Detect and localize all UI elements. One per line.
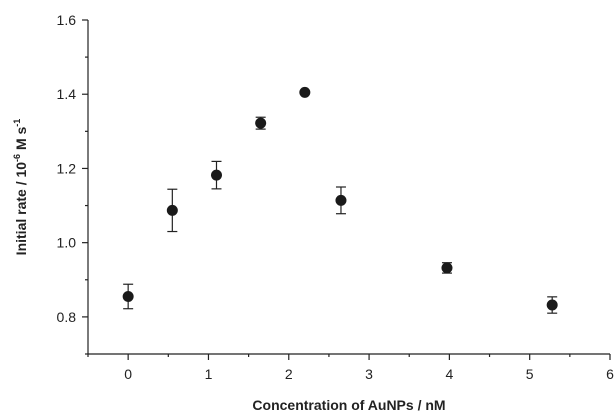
y-tick-label: 1.4 — [57, 86, 77, 102]
x-tick-label: 1 — [205, 366, 213, 382]
y-axis-title: Initial rate / 10-6 M s-1 — [12, 119, 29, 256]
y-axis-title-unit: M s — [13, 126, 29, 153]
x-tick-label: 2 — [285, 366, 293, 382]
y-tick-label: 1.6 — [57, 12, 77, 28]
data-point — [299, 86, 311, 98]
data-point — [166, 204, 178, 216]
data-point — [335, 194, 347, 206]
data-point-group — [122, 283, 134, 310]
data-point-group — [255, 116, 267, 130]
axes — [87, 20, 610, 355]
data-point — [441, 262, 453, 274]
y-axis-title-exp2: -1 — [12, 119, 22, 127]
x-tick-label: 4 — [445, 366, 453, 382]
x-tick-label: 3 — [365, 366, 373, 382]
x-tick-label: 6 — [606, 366, 614, 382]
data-point-group — [166, 188, 178, 233]
data-point-group — [210, 160, 222, 190]
data-point-group — [546, 296, 558, 314]
data-point — [546, 299, 558, 311]
data-points — [122, 86, 558, 314]
data-point-group — [299, 86, 311, 98]
y-tick-label: 1.0 — [57, 235, 77, 251]
data-point — [122, 290, 134, 302]
data-point — [210, 169, 222, 181]
data-point — [255, 117, 267, 129]
x-tick-label: 5 — [526, 366, 534, 382]
x-tick-label: 0 — [124, 366, 132, 382]
y-axis-title-exp1: -6 — [12, 154, 22, 162]
data-point-group — [335, 186, 347, 215]
data-point-group — [441, 262, 453, 274]
y-axis-title-main: Initial rate / 10 — [13, 162, 29, 256]
y-tick-label: 0.8 — [57, 309, 77, 325]
y-tick-label: 1.2 — [57, 160, 77, 176]
x-axis-title: Concentration of AuNPs / nM — [252, 397, 445, 413]
ticks — [82, 19, 611, 360]
tick-labels: 0 1 2 3 4 5 6 0.8 1.0 1.2 1.4 1.6 — [57, 12, 615, 382]
